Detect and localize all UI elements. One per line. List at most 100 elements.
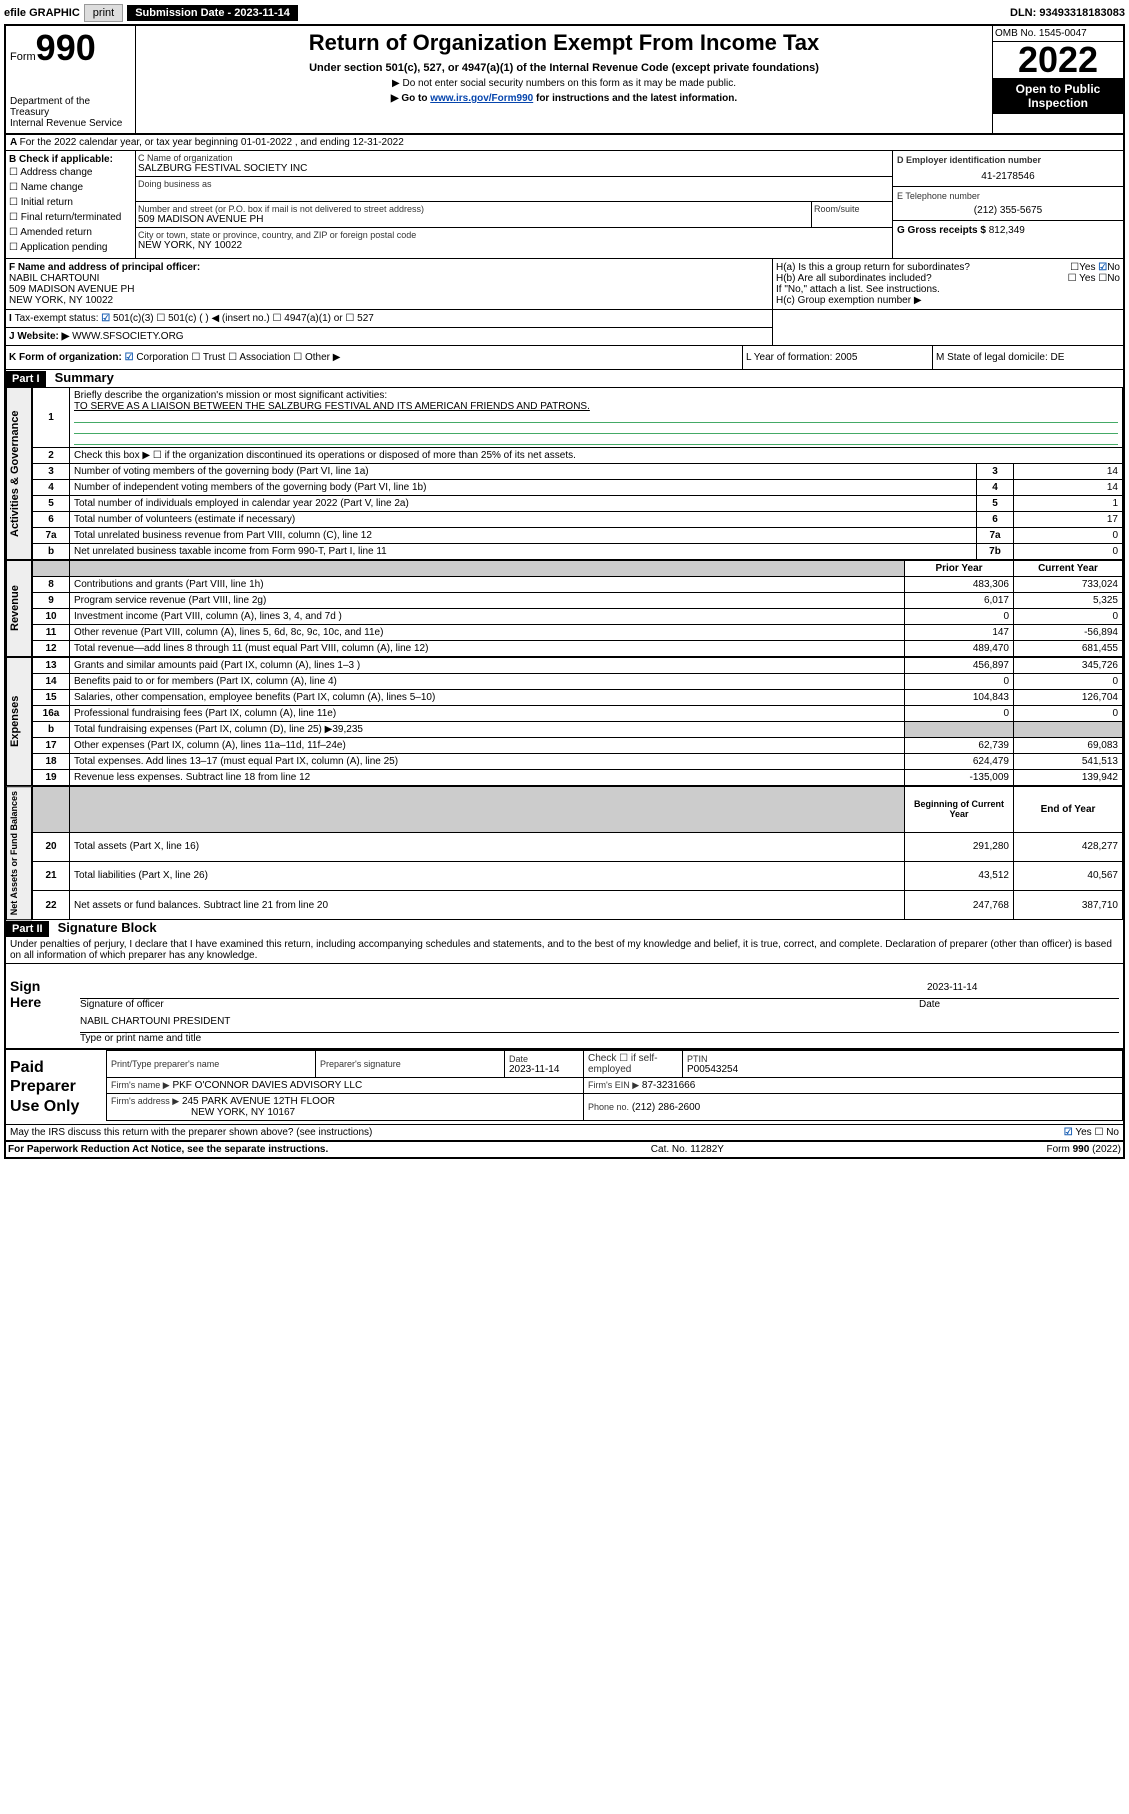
table-row: bTotal fundraising expenses (Part IX, co… <box>33 722 1123 738</box>
line-a-text: For the 2022 calendar year, or tax year … <box>20 137 404 148</box>
ssn-warning: ▶ Do not enter social security numbers o… <box>140 78 988 89</box>
sign-here-label: Sign Here <box>6 964 76 1048</box>
officer-sig: Signature of officer <box>80 968 919 1010</box>
hc-text: H(c) Group exemption number ▶ <box>776 295 1120 306</box>
firm-ein: 87-3231666 <box>642 1080 695 1091</box>
dln: DLN: 93493318183083 <box>1010 7 1125 19</box>
g-label: G Gross receipts $ <box>897 225 986 236</box>
phone-value: (212) 355-5675 <box>897 205 1119 216</box>
firm-name: PKF O'CONNOR DAVIES ADVISORY LLC <box>172 1080 362 1091</box>
col-prior-year: Prior Year <box>905 561 1014 577</box>
sig-label: Signature of officer <box>80 999 919 1010</box>
part-i-title: Summary <box>49 368 120 387</box>
addr-label: Number and street (or P.O. box if mail i… <box>138 204 809 214</box>
l2-text: Check this box ▶ ☐ if the organization d… <box>70 448 1123 464</box>
website-value: WWW.SFSOCIETY.ORG <box>72 331 183 342</box>
table-row: 14Benefits paid to or for members (Part … <box>33 674 1123 690</box>
goto-pre: ▶ Go to <box>391 93 430 104</box>
footer: For Paperwork Reduction Act Notice, see … <box>6 1142 1123 1157</box>
table-row: 12Total revenue—add lines 8 through 11 (… <box>33 641 1123 657</box>
section-klm: K Form of organization: ☑ Corporation ☐ … <box>6 346 1123 370</box>
part-i-header: Part I Summary <box>6 370 1123 387</box>
form-id-cell: Form990 Department of the Treasury Inter… <box>6 26 136 133</box>
sig-date: 2023-11-14Date <box>919 968 1119 1010</box>
box-f: F Name and address of principal officer:… <box>6 259 773 309</box>
paid-preparer-fields: Print/Type preparer's name Preparer's si… <box>106 1050 1123 1124</box>
ha-answer: ☐Yes ☑No <box>1070 262 1120 273</box>
title-cell: Return of Organization Exempt From Incom… <box>136 26 993 133</box>
table-row: 4Number of independent voting members of… <box>33 480 1123 496</box>
hb-text: H(b) Are all subordinates included? <box>776 273 932 284</box>
c-label: C Name of organization <box>138 153 890 163</box>
line-num: 1 <box>33 388 70 448</box>
officer-typed-name: NABIL CHARTOUNI PRESIDENT <box>80 1016 1119 1033</box>
col-eoy: End of Year <box>1014 787 1123 833</box>
ptin-value: P00543254 <box>687 1064 1118 1075</box>
print-button[interactable]: print <box>84 4 123 22</box>
efile-label: efile GRAPHIC <box>4 7 80 19</box>
summary-governance: Activities & Governance 1 Briefly descri… <box>6 387 1123 560</box>
cb-app-pending[interactable]: ☐ Application pending <box>9 240 132 255</box>
cb-address-change[interactable]: ☐ Address change <box>9 165 132 180</box>
date-label: Date <box>919 999 1119 1010</box>
side-revenue: Revenue <box>6 560 32 657</box>
box-k: K Form of organization: ☑ Corporation ☐ … <box>6 346 743 369</box>
form-header: Form990 Department of the Treasury Inter… <box>6 26 1123 135</box>
gross-receipts: 812,349 <box>989 225 1025 236</box>
table-row: Firm's address ▶ 245 PARK AVENUE 12TH FL… <box>107 1094 1123 1121</box>
hb-note: If "No," attach a list. See instructions… <box>776 284 1120 295</box>
box-deg: D Employer identification number 41-2178… <box>893 151 1123 258</box>
k-trust: Trust <box>203 352 225 363</box>
l1-text: Briefly describe the organization's miss… <box>74 390 1118 401</box>
irs-label: Internal Revenue Service <box>10 118 131 129</box>
table-row: 18Total expenses. Add lines 13–17 (must … <box>33 754 1123 770</box>
dba-label: Doing business as <box>138 179 890 189</box>
i-501c: 501(c) ( ) ◀ (insert no.) <box>168 313 270 324</box>
summary-revenue: Revenue Prior YearCurrent Year 8Contribu… <box>6 560 1123 657</box>
side-expenses: Expenses <box>6 657 32 786</box>
section-ij: I Tax-exempt status: ☑ 501(c)(3) ☐ 501(c… <box>6 310 1123 346</box>
submission-date: Submission Date - 2023-11-14 <box>127 5 298 21</box>
side-netassets: Net Assets or Fund Balances <box>6 786 32 920</box>
side-governance: Activities & Governance <box>6 387 32 560</box>
table-row: 16aProfessional fundraising fees (Part I… <box>33 706 1123 722</box>
city-label: City or town, state or province, country… <box>138 230 890 240</box>
i-4947: 4947(a)(1) or <box>284 313 342 324</box>
box-h: H(a) Is this a group return for subordin… <box>773 259 1123 309</box>
type-name-label: Type or print name and title <box>80 1033 1119 1044</box>
col-boy: Beginning of Current Year <box>905 787 1014 833</box>
part-ii-bar: Part II <box>6 921 49 937</box>
line-num: 2 <box>33 448 70 464</box>
officer-addr2: NEW YORK, NY 10022 <box>9 295 769 306</box>
discuss-answer: ☑ Yes ☐ No <box>1064 1127 1119 1138</box>
irs-link[interactable]: www.irs.gov/Form990 <box>430 93 533 104</box>
cb-initial-return[interactable]: ☐ Initial return <box>9 195 132 210</box>
table-row: 8Contributions and grants (Part VIII, li… <box>33 577 1123 593</box>
j-label: Website: ▶ <box>17 331 69 342</box>
ha-text: H(a) Is this a group return for subordin… <box>776 262 970 273</box>
sign-fields: Signature of officer 2023-11-14Date NABI… <box>76 964 1123 1048</box>
perjury-text: Under penalties of perjury, I declare th… <box>6 937 1123 964</box>
paid-preparer-label: Paid Preparer Use Only <box>6 1050 106 1124</box>
table-row: 7aTotal unrelated business revenue from … <box>33 528 1123 544</box>
topbar: efile GRAPHIC print Submission Date - 20… <box>4 4 1125 22</box>
table-row: 20Total assets (Part X, line 16)291,2804… <box>33 832 1123 861</box>
cb-name-change[interactable]: ☐ Name change <box>9 180 132 195</box>
table-governance: 1 Briefly describe the organization's mi… <box>32 387 1123 560</box>
goto-post: for instructions and the latest informat… <box>533 93 737 104</box>
part-i-bar: Part I <box>6 371 46 387</box>
open-public: Open to Public Inspection <box>993 78 1123 114</box>
col-current-year: Current Year <box>1014 561 1123 577</box>
cb-amended[interactable]: ☐ Amended return <box>9 225 132 240</box>
box-j: J Website: ▶ WWW.SFSOCIETY.ORG <box>6 328 772 345</box>
box-b: B Check if applicable: ☐ Address change … <box>6 151 136 258</box>
summary-netassets: Net Assets or Fund Balances Beginning of… <box>6 786 1123 920</box>
box-i: I Tax-exempt status: ☑ 501(c)(3) ☐ 501(c… <box>6 310 772 328</box>
year-cell: OMB No. 1545-0047 2022 Open to Public In… <box>993 26 1123 133</box>
table-row: 6Total number of volunteers (estimate if… <box>33 512 1123 528</box>
e-label: E Telephone number <box>897 191 1119 201</box>
d-label: D Employer identification number <box>897 155 1119 165</box>
form-word: Form <box>10 51 36 63</box>
cb-final-return[interactable]: ☐ Final return/terminated <box>9 210 132 225</box>
k-other: Other ▶ <box>305 352 340 363</box>
